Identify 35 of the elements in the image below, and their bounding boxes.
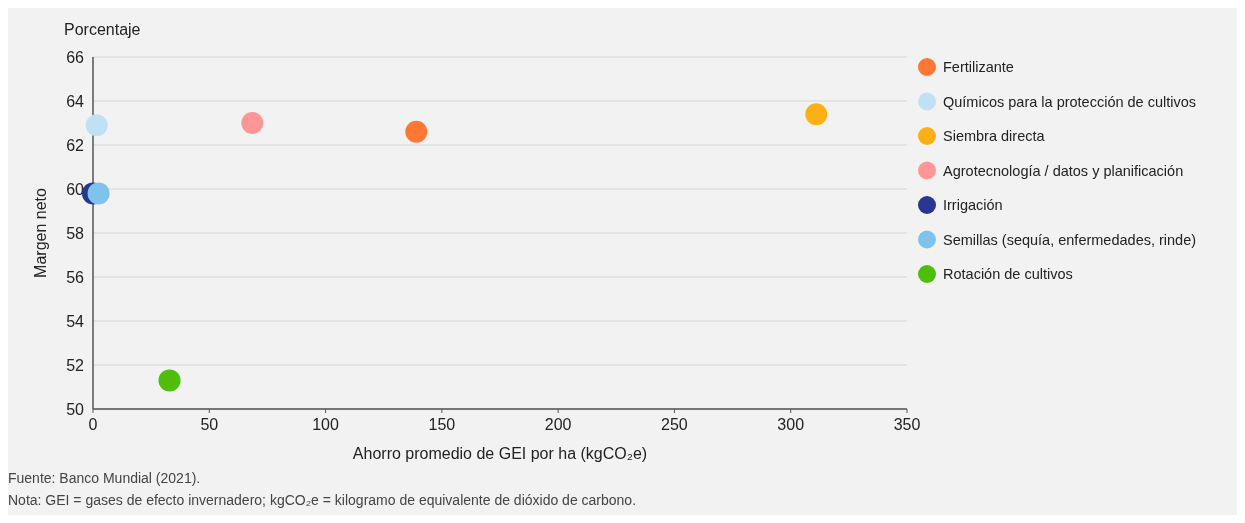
point bbox=[85, 114, 108, 137]
x-tick-label: 350 bbox=[893, 416, 921, 433]
y-tick-label: 50 bbox=[66, 400, 85, 418]
x-tick-label: 200 bbox=[544, 416, 572, 433]
x-tick-label: 300 bbox=[777, 416, 805, 433]
y-tick-label: 56 bbox=[66, 268, 85, 286]
chart-subtitle: Porcentaje bbox=[64, 21, 141, 38]
legend-label: Rotación de cultivos bbox=[943, 266, 1073, 283]
x-tick-label: 50 bbox=[200, 416, 219, 433]
legend-label: Agrotecnología / datos y planificación bbox=[943, 162, 1184, 179]
source-note: Fuente: Banco Mundial (2021). bbox=[8, 470, 201, 486]
y-tick-label: 60 bbox=[66, 180, 85, 198]
y-tick-label: 54 bbox=[66, 312, 85, 330]
y-tick-label: 62 bbox=[66, 136, 85, 154]
x-axis-title: Ahorro promedio de GEI por ha (kgCO₂e) bbox=[352, 445, 648, 462]
y-tick-label: 64 bbox=[66, 92, 85, 110]
x-tick-label: 100 bbox=[312, 416, 340, 433]
y-axis-title: Margen neto bbox=[32, 187, 49, 278]
point bbox=[87, 182, 110, 205]
legend-label: Siembra directa bbox=[943, 128, 1046, 145]
point bbox=[805, 103, 828, 126]
legend-label: Semillas (sequía, enfermedades, rinde) bbox=[943, 231, 1197, 248]
legend-label: Químicos para la protección de cultivos bbox=[943, 93, 1197, 110]
x-tick-label: 150 bbox=[428, 416, 456, 433]
point bbox=[405, 120, 428, 143]
y-tick-label: 66 bbox=[66, 48, 85, 66]
legend-label: Fertilizante bbox=[943, 59, 1014, 76]
x-tick-label: 250 bbox=[661, 416, 688, 433]
point bbox=[241, 112, 264, 134]
legend-label: Irrigación bbox=[943, 197, 1003, 214]
text: Nota: GEI = gases de efecto invernadero; kgCO₂e = kilogramo de equivalente de dióxido de carbono. bbox=[8, 492, 637, 508]
y-tick-label: 52 bbox=[66, 356, 85, 374]
point bbox=[158, 369, 181, 392]
y-tick-label: 58 bbox=[66, 224, 85, 242]
x-tick-label: 0 bbox=[88, 416, 98, 433]
